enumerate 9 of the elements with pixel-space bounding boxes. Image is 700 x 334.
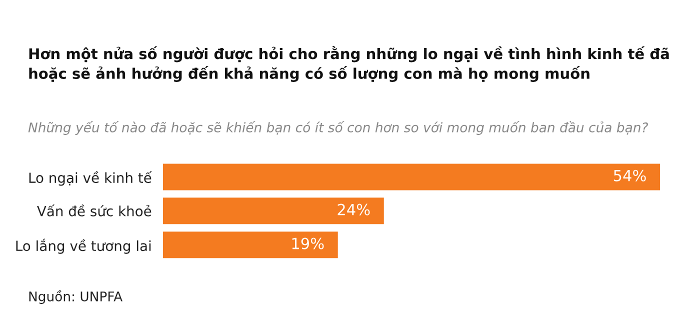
y-tick-label: Lo ngại về kinh tế	[29, 171, 152, 186]
data-label: 24%	[338, 204, 370, 216]
text: Nguồn: UNPFA	[29, 290, 122, 304]
data-label: 54%	[614, 170, 646, 182]
y-tick-label: Vấn đề sức khoẻ	[37, 204, 152, 216]
chart-subtitle: Những yếu tố nào đã hoặc sẽ khiến bạn có ít số con hơn so với mong muốn ban đầu của bạn?	[28, 121, 648, 135]
chart-title: Hơn một nửa số người được hỏi cho rằng những lo ngại về tình hình kinh tế đã hoặc sẽ ảnh hưởng đến khả năng có số lượng con mà họ mong muốn	[29, 46, 669, 82]
data-label: 19%	[292, 238, 324, 250]
y-tick-label: Lo lắng về tương lai	[16, 238, 151, 254]
